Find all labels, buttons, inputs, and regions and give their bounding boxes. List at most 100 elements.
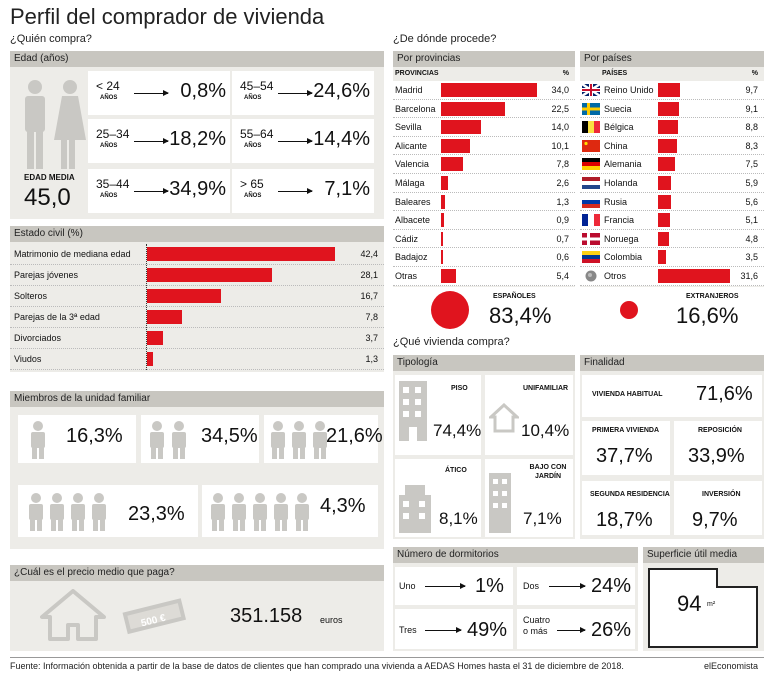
country-name: Bélgica xyxy=(604,122,634,133)
area-unit: m² xyxy=(707,601,716,608)
purpose-segunda-value: 18,7% xyxy=(596,509,653,531)
province-row: Alicante 10,1 xyxy=(393,136,575,156)
section-origin-heading: ¿De dónde procede? xyxy=(393,33,497,45)
members-1-value: 16,3% xyxy=(66,425,123,447)
detached-house-icon xyxy=(489,403,519,433)
spaniards-card: ESPAÑOLES 83,4% xyxy=(393,287,575,332)
purpose-primera-label: PRIMERA VIVIENDA xyxy=(592,427,660,434)
province-name: Valencia xyxy=(395,159,429,170)
civil-bar xyxy=(147,310,182,324)
type-card-bajo: BAJO CON JARDÍN 7,1% xyxy=(485,459,573,537)
area-value: 94 xyxy=(677,591,702,616)
source-note: Fuente: Información obtenida a partir de… xyxy=(10,661,624,671)
price-unit: euros xyxy=(320,615,343,625)
arrow-icon xyxy=(278,90,313,96)
section-who-heading: ¿Quién compra? xyxy=(10,33,92,45)
age-unit: AÑOS xyxy=(100,193,118,199)
country-row: Rusia 5,6 xyxy=(580,192,764,212)
arrow-icon xyxy=(134,90,169,96)
country-bar xyxy=(658,83,681,97)
civil-label: Divorciados xyxy=(14,333,62,343)
province-bar xyxy=(441,176,449,190)
civil-value: 28,1 xyxy=(360,270,378,280)
province-bar xyxy=(441,231,443,246)
provinces-col-pct: % xyxy=(562,70,569,77)
section-housing-heading: ¿Qué vivienda compra? xyxy=(393,336,510,348)
country-bar xyxy=(658,101,679,116)
province-bar xyxy=(441,101,505,116)
province-value: 22,5 xyxy=(551,103,569,114)
three-people-icon xyxy=(271,421,327,459)
russia-flag-icon xyxy=(582,195,600,208)
purpose-panel: Finalidad VIVIENDA HABITUAL 71,6% PRIMER… xyxy=(580,355,764,539)
province-value: 0,6 xyxy=(556,252,569,263)
civil-label: Viudos xyxy=(14,354,42,364)
civil-header: Estado civil (%) xyxy=(10,226,384,242)
spaniards-value: 83,4% xyxy=(489,303,552,328)
province-bar xyxy=(441,269,457,283)
country-bar xyxy=(658,157,676,172)
norway-flag-icon xyxy=(582,232,600,245)
age-value: 14,4% xyxy=(313,128,370,150)
purpose-primera-value: 37,7% xyxy=(596,445,653,467)
province-value: 0,7 xyxy=(556,233,569,244)
country-row: Otros 31,6 xyxy=(580,267,764,286)
province-value: 2,6 xyxy=(556,178,569,188)
china-flag-icon xyxy=(582,139,600,152)
province-bar xyxy=(441,138,470,153)
rooms-header: Número de dormitorios xyxy=(393,547,638,563)
province-name: Albacete xyxy=(395,215,431,226)
age-value: 0,8% xyxy=(180,80,226,102)
spaniards-circle xyxy=(431,291,469,329)
age-value: 24,6% xyxy=(313,80,370,102)
price-value: 351.158 xyxy=(230,605,303,627)
age-value: 34,9% xyxy=(169,178,226,200)
rooms-card-three: Tres 49% xyxy=(395,609,513,649)
members-5-value: 4,3% xyxy=(320,495,366,517)
country-row: Alemania 7,5 xyxy=(580,155,764,174)
purpose-card-reposicion: REPOSICIÓN 33,9% xyxy=(674,421,762,475)
province-value: 5,4 xyxy=(556,271,569,281)
type-bajo-label: BAJO CON JARDÍN xyxy=(529,464,567,480)
country-row: Bélgica 8,8 xyxy=(580,118,764,137)
type-card-unifamiliar: UNIFAMILIAR 10,4% xyxy=(485,375,573,455)
rooms-four-label: Cuatro o más xyxy=(523,615,551,636)
country-value: 31,6 xyxy=(740,271,758,281)
foreigners-label: EXTRANJEROS xyxy=(686,293,739,300)
province-value: 1,3 xyxy=(556,196,569,207)
civil-label: Parejas de la 3ª edad xyxy=(14,312,100,322)
area-panel: Superficie útil media 94 m² xyxy=(643,547,764,651)
civil-value: 3,7 xyxy=(365,333,378,343)
province-row: Baleares 1,3 xyxy=(393,192,575,212)
country-name: Reino Unido xyxy=(604,85,654,95)
germany-flag-icon xyxy=(582,158,600,171)
floorplan-icon xyxy=(648,568,758,648)
provinces-col-name: PROVINCIAS xyxy=(395,70,439,77)
purpose-segunda-label: SEGUNDA RESIDENCIA xyxy=(590,491,670,498)
arrow-icon xyxy=(425,627,462,633)
country-value: 7,5 xyxy=(745,159,758,170)
age-unit: AÑOS xyxy=(244,193,262,199)
rooms-panel: Número de dormitorios Uno 1% Dos 24% Tre… xyxy=(393,547,638,651)
province-value: 0,9 xyxy=(556,215,569,226)
type-bajo-value: 7,1% xyxy=(523,509,562,528)
province-name: Sevilla xyxy=(395,122,422,133)
country-value: 5,9 xyxy=(745,178,758,188)
members-card-2: 34,5% xyxy=(141,415,259,463)
country-name: Colombia xyxy=(604,252,643,263)
age-unit: AÑOS xyxy=(100,95,118,101)
rooms-three-value: 49% xyxy=(467,619,508,641)
country-bar xyxy=(658,213,670,228)
country-name: Suecia xyxy=(604,103,632,114)
civil-value: 7,8 xyxy=(365,312,378,322)
country-name: Holanda xyxy=(604,178,638,188)
arrow-icon xyxy=(557,627,586,633)
purpose-reposicion-value: 33,9% xyxy=(688,445,745,467)
type-unifamiliar-label: UNIFAMILIAR xyxy=(523,385,569,392)
country-value: 5,1 xyxy=(745,215,758,226)
civil-value: 42,4 xyxy=(360,249,378,259)
purpose-reposicion-label: REPOSICIÓN xyxy=(698,427,742,434)
rooms-card-one: Uno 1% xyxy=(395,567,513,605)
province-row: Madrid 34,0 xyxy=(393,81,575,100)
country-row: Suecia 9,1 xyxy=(580,99,764,119)
